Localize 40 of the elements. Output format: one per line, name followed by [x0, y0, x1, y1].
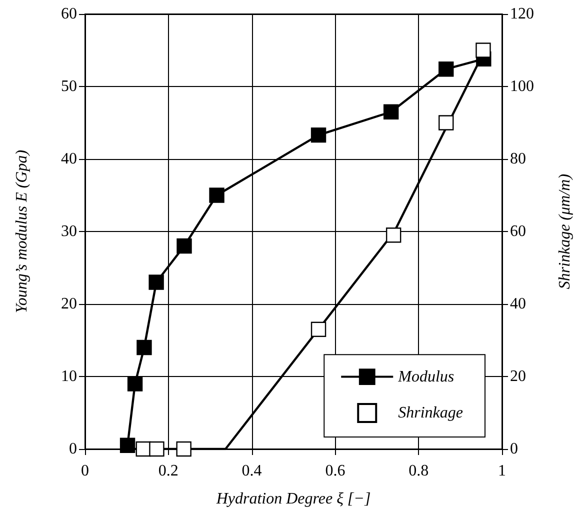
point [476, 42, 491, 58]
x-tick-label: 0 [81, 462, 89, 480]
point [310, 322, 326, 337]
y-tick-label: 30 [61, 223, 77, 240]
point [386, 228, 402, 243]
legend-label: Modulus [397, 368, 454, 386]
point [438, 115, 454, 130]
x-tick-label: 1 [498, 462, 506, 480]
x-tick-label: 0.8 [408, 462, 429, 480]
point [209, 188, 224, 203]
point [136, 340, 152, 356]
legend-label: Shrinkage [398, 404, 463, 422]
x-tick-label: 0.4 [242, 462, 262, 480]
point [127, 376, 143, 392]
point [148, 274, 164, 290]
y2-tick-label: 0 [510, 440, 518, 458]
y-axis-title: Young’s modulus E (Gpa) [14, 150, 30, 314]
point [438, 62, 454, 77]
y-tick-label: 40 [61, 150, 77, 168]
y2-tick-label: 80 [510, 150, 526, 168]
y-tick-label: 0 [69, 440, 77, 458]
point [310, 127, 326, 143]
y-tick-label: 50 [61, 78, 77, 95]
y2-tick-label: 20 [510, 368, 526, 385]
y2-tick-label: 100 [510, 78, 534, 95]
y2-tick-label: 40 [510, 296, 526, 312]
y-tick-label: 20 [61, 296, 77, 312]
point [120, 438, 136, 453]
y2-axis-title: Shrinkage (μm/m) [556, 174, 574, 290]
point [383, 104, 399, 120]
y2-tick-label: 60 [510, 223, 526, 240]
y2-tick-label: 120 [510, 6, 534, 22]
y-tick-label: 60 [61, 6, 77, 22]
point [176, 238, 192, 254]
point [176, 441, 192, 457]
point [149, 441, 164, 457]
x-axis-title: Hydration Degree ξ [−] [215, 490, 371, 508]
x-tick-label: 0.2 [158, 462, 178, 480]
x-tick-label: 0.6 [325, 462, 346, 480]
y-tick-label: 10 [61, 368, 77, 385]
